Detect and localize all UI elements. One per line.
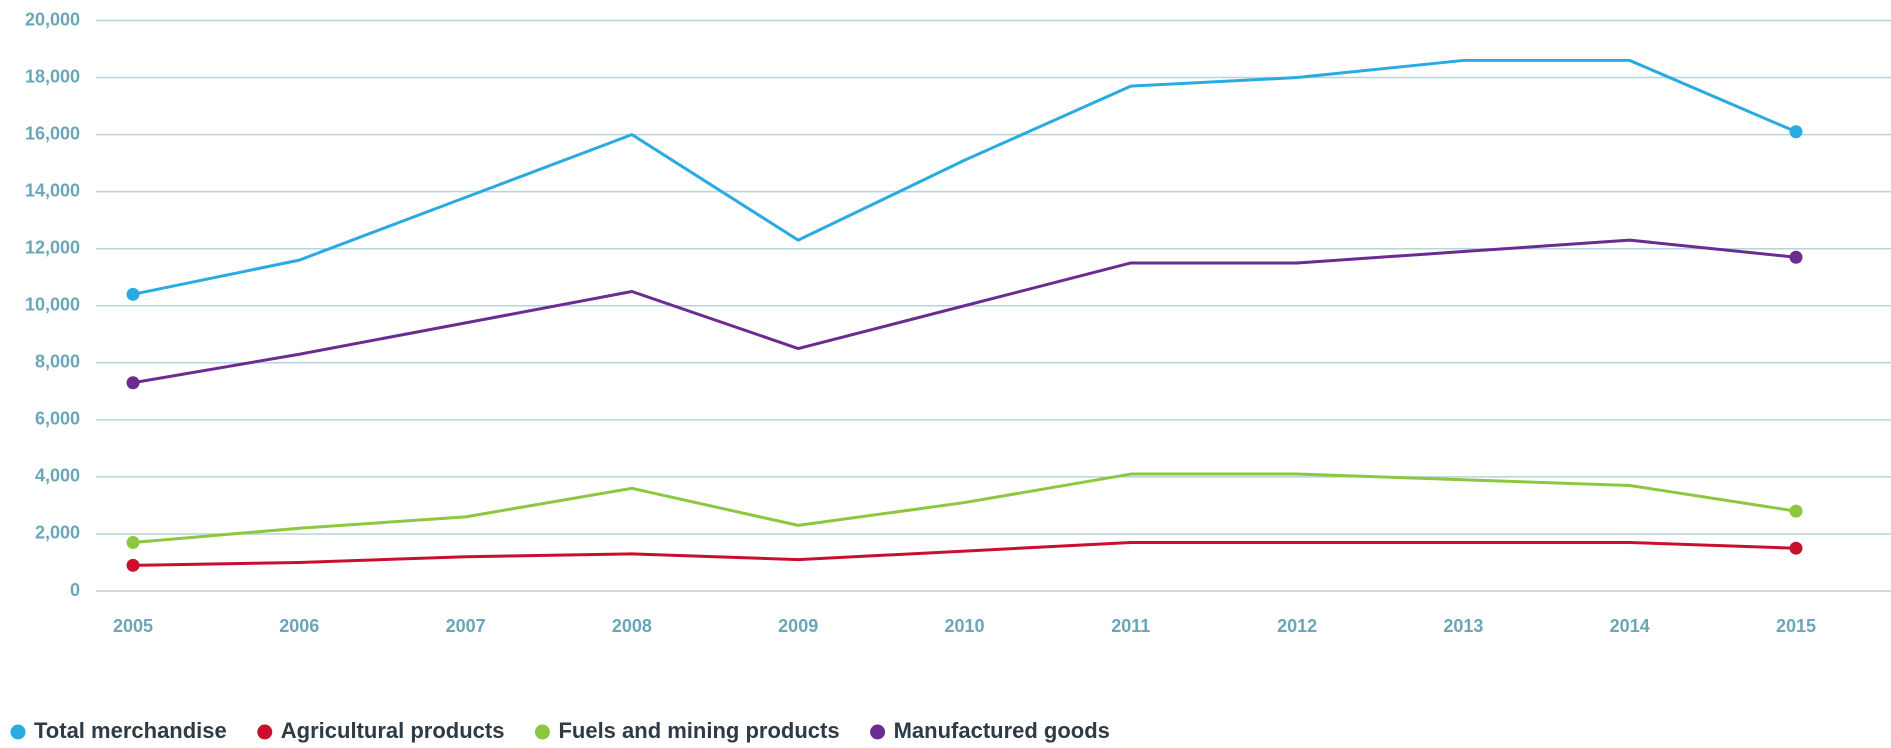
legend-label: Manufactured goods (894, 718, 1110, 743)
y-tick-label: 12,000 (25, 237, 80, 257)
x-tick-label: 2007 (446, 616, 486, 636)
legend-label: Fuels and mining products (558, 718, 839, 743)
series-line (132, 541, 1797, 567)
y-tick-label: 10,000 (25, 295, 80, 315)
y-tick-label: 0 (70, 580, 80, 600)
y-tick-label: 4,000 (35, 466, 80, 486)
x-tick-label: 2009 (778, 616, 818, 636)
x-tick-label: 2008 (612, 616, 652, 636)
end-point (1789, 504, 1803, 518)
x-tick-label: 2013 (1443, 616, 1483, 636)
series-line (132, 472, 1797, 545)
x-tick-label: 2010 (944, 616, 984, 636)
series-line (132, 238, 1797, 385)
x-tick-label: 2012 (1277, 616, 1317, 636)
end-point (126, 536, 140, 550)
y-tick-label: 6,000 (35, 409, 80, 429)
x-tick-label: 2005 (113, 616, 153, 636)
legend-marker (534, 724, 550, 740)
y-tick-label: 8,000 (35, 352, 80, 372)
series-line (132, 58, 1797, 296)
y-tick-label: 2,000 (35, 523, 80, 543)
x-tick-label: 2011 (1111, 616, 1150, 636)
end-point (126, 376, 140, 390)
y-tick-label: 14,000 (25, 180, 80, 200)
legend-marker (870, 724, 886, 740)
y-tick-label: 18,000 (25, 66, 80, 86)
x-tick-label: 2006 (279, 616, 319, 636)
end-point (1789, 541, 1803, 555)
legend-marker (257, 724, 273, 740)
x-tick-label: 2015 (1776, 616, 1816, 636)
end-point (1789, 125, 1803, 139)
y-tick-label: 20,000 (25, 9, 80, 29)
end-point (126, 558, 140, 572)
x-tick-label: 2014 (1610, 616, 1650, 636)
legend-marker (10, 724, 26, 740)
end-point (126, 287, 140, 301)
legend-label: Total merchandise (34, 718, 227, 743)
legend-label: Agricultural products (281, 718, 505, 743)
y-tick-label: 16,000 (25, 123, 80, 143)
end-point (1789, 250, 1803, 264)
